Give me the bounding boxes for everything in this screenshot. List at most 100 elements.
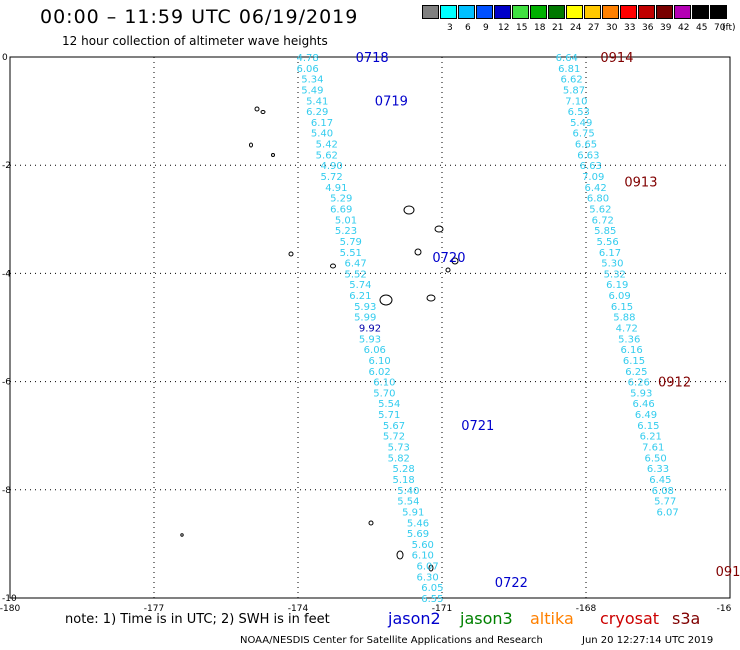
wave-height-value: 7.61	[642, 443, 664, 454]
credit-text: NOAA/NESDIS Center for Satellite Applica…	[240, 635, 543, 646]
color-scale-label: 36	[642, 23, 654, 33]
wave-height-value: 5.56	[596, 237, 618, 248]
wave-height-value: 6.05	[421, 583, 443, 594]
wave-height-value: 5.54	[397, 497, 419, 508]
color-scale-label: 21	[552, 23, 564, 33]
color-scale-label: 12	[498, 23, 510, 33]
color-scale-label: 9	[483, 23, 489, 33]
color-scale-label: 27	[588, 23, 600, 33]
color-scale-swatch	[602, 5, 619, 19]
wave-height-value: 6.46	[632, 399, 654, 410]
color-scale-label: 33	[624, 23, 636, 33]
wave-height-value: 5.74	[349, 280, 371, 291]
map-subtitle: 12 hour collection of altimeter wave hei…	[62, 34, 328, 48]
color-scale-label: 42	[678, 23, 690, 33]
island-outline	[260, 110, 266, 114]
island-outline	[451, 257, 459, 265]
wave-height-value: 5.40	[397, 486, 419, 497]
island-outline	[396, 550, 404, 560]
wave-height-value: 6.21	[349, 291, 371, 302]
longitude-label: -16	[717, 604, 732, 614]
wave-height-value: 4.91	[325, 183, 347, 194]
color-scale-label: 24	[570, 23, 582, 33]
wave-height-value: 5.72	[320, 172, 342, 183]
wave-height-value: 6.25	[625, 367, 647, 378]
color-scale-label: 6	[465, 23, 471, 33]
mission-label-jason2: jason2	[388, 609, 441, 628]
color-scale-swatch	[710, 5, 727, 19]
color-scale-swatch	[638, 5, 655, 19]
wave-height-value: 6.75	[572, 129, 594, 140]
latitude-label: -8	[2, 486, 11, 496]
wave-height-value: 6.17	[311, 118, 333, 129]
wave-height-value: 5.69	[407, 529, 429, 540]
pass-time-label: 0913	[624, 175, 657, 190]
wave-height-value: 5.49	[301, 85, 323, 96]
wave-height-value: 5.87	[563, 85, 585, 96]
wave-height-value: 6.33	[647, 464, 669, 475]
island-outline	[434, 225, 444, 233]
wave-height-value: 5.42	[316, 140, 338, 151]
wave-height-value: 6.10	[412, 551, 434, 562]
wave-height-value: 5.62	[316, 150, 338, 161]
wave-height-value: 9.92	[359, 324, 381, 335]
wave-height-value: 5.23	[335, 226, 357, 237]
wave-height-value: 5.77	[654, 497, 676, 508]
wave-height-value: 6.15	[623, 356, 645, 367]
color-scale-swatch	[692, 5, 709, 19]
latitude-label: -4	[2, 269, 11, 279]
color-scale-unit: (ft)	[722, 23, 736, 33]
wave-height-value: 4.78	[296, 53, 318, 64]
color-scale-swatch	[512, 5, 529, 19]
wave-height-value: 5.62	[589, 204, 611, 215]
color-scale-swatch	[620, 5, 637, 19]
pass-time-label: 0719	[375, 94, 408, 109]
wave-height-value: 4.72	[616, 324, 638, 335]
wave-height-value: 5.18	[392, 475, 414, 486]
island-outline	[330, 263, 336, 269]
wave-height-value: 5.93	[359, 334, 381, 345]
longitude-label: -177	[144, 604, 164, 614]
color-scale-label: 30	[606, 23, 618, 33]
color-scale-swatch	[656, 5, 673, 19]
island-outline	[368, 520, 374, 526]
wave-height-value: 6.55	[421, 594, 443, 605]
wave-height-value: 5.32	[604, 269, 626, 280]
color-scale-swatch	[584, 5, 601, 19]
wave-height-value: 5.67	[383, 421, 405, 432]
color-scale-swatch	[566, 5, 583, 19]
color-scale-label: 18	[534, 23, 546, 33]
pass-time-label: 0720	[432, 251, 465, 266]
wave-height-value: 5.49	[570, 118, 592, 129]
island-outline	[403, 205, 415, 215]
wave-height-value: 5.29	[330, 194, 352, 205]
color-scale-swatch	[494, 5, 511, 19]
longitude-label: -171	[432, 604, 452, 614]
wave-height-value: 6.02	[368, 367, 390, 378]
wave-height-value: 5.28	[392, 464, 414, 475]
mission-label-altika: altika	[530, 609, 574, 628]
wave-height-value: 5.73	[388, 443, 410, 454]
wave-height-value: 7.09	[582, 172, 604, 183]
latitude-label: 0	[2, 53, 8, 63]
wave-height-value: 5.46	[407, 518, 429, 529]
wave-height-value: 5.36	[618, 334, 640, 345]
wave-height-value: 5.99	[354, 313, 376, 324]
island-outline	[180, 533, 184, 537]
wave-height-value: 6.06	[296, 64, 318, 75]
wave-height-value: 5.51	[340, 248, 362, 259]
island-outline	[414, 248, 422, 256]
mission-label-cryosat: cryosat	[600, 609, 660, 628]
wave-height-value: 5.91	[402, 507, 424, 518]
wave-height-value: 5.52	[344, 269, 366, 280]
color-scale-label: 3	[447, 23, 453, 33]
wave-height-value: 5.71	[378, 410, 400, 421]
wave-height-value: 5.30	[601, 259, 623, 270]
pass-time-label: 0914	[600, 51, 633, 66]
map-title: 00:00 – 11:59 UTC 06/19/2019	[40, 6, 359, 28]
latitude-label: -10	[2, 594, 17, 604]
color-scale-label: 45	[696, 23, 708, 33]
pass-time-label: 0911	[716, 565, 740, 580]
wave-height-value: 6.10	[373, 378, 395, 389]
wave-height-value: 6.72	[592, 215, 614, 226]
